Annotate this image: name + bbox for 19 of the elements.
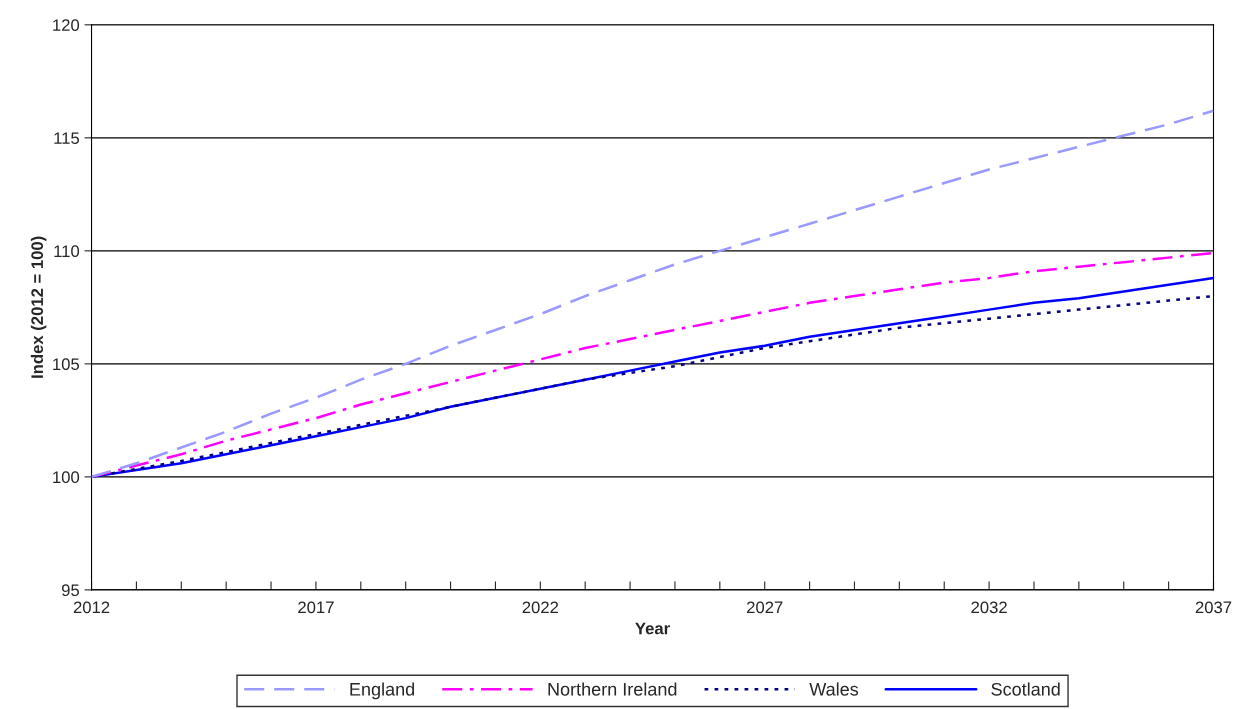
x-tick-label: 2037 xyxy=(1195,601,1232,614)
y-tick-label: 115 xyxy=(54,132,80,145)
legend-label: Northern Ireland xyxy=(548,682,677,696)
line-series xyxy=(91,109,1214,479)
y-tick-label: 105 xyxy=(53,358,80,371)
y-tick-label: 120 xyxy=(53,19,80,32)
y-tick-label: 110 xyxy=(54,245,80,258)
y-tick-label: 95 xyxy=(61,584,80,597)
x-tick-label: 2017 xyxy=(298,601,334,614)
x-axis-title: Year xyxy=(635,622,670,635)
legend-label: England xyxy=(350,682,415,700)
legend-label: Scotland xyxy=(991,682,1060,696)
x-tick-label: 2027 xyxy=(747,601,783,614)
x-tick-label: 2022 xyxy=(522,601,559,614)
x-tick-label: 2012 xyxy=(73,601,110,614)
x-tick-label: 2032 xyxy=(971,601,1007,614)
y-tick-label: 100 xyxy=(53,471,80,484)
legend-label: Wales xyxy=(809,682,859,696)
y-axis-title: Index (2012 = 100) xyxy=(30,236,47,378)
